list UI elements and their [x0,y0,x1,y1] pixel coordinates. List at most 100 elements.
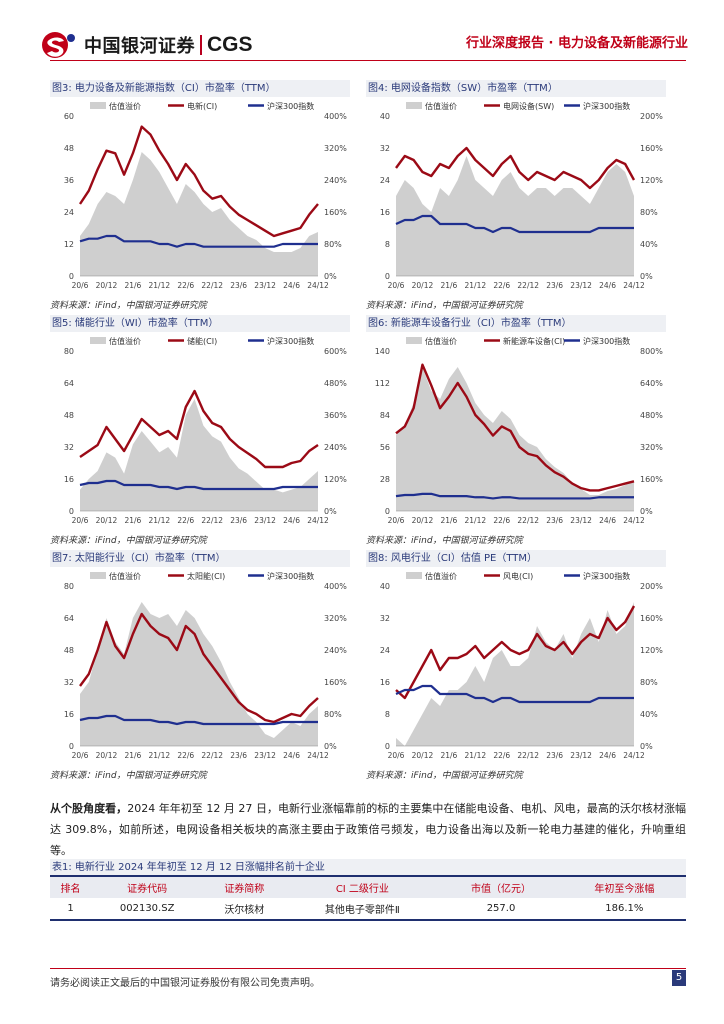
right-tick-label: 80% [324,710,342,719]
legend-label: 沪深300指数 [267,571,314,581]
sector-pe-line [78,125,319,238]
body-paragraph: 从个股角度看，2024 年年初至 12 月 27 日，电新行业涨幅靠前的标的主要… [50,798,686,861]
chart-plot: 估值溢价 电新(CI) 沪深300指数 60 48 36 24 12 0 400% 320% 240%… [64,101,347,290]
left-tick-label: 0 [69,272,74,281]
left-tick-label: 64 [64,614,74,623]
page-number: 5 [672,970,686,986]
x-tick-label: 22/6 [493,751,510,760]
x-tick-label: 23/12 [254,516,276,525]
brand-divider [200,35,202,55]
x-tick-label: 23/12 [254,751,276,760]
left-tick-label: 32 [380,144,390,153]
right-tick-label: 0% [640,507,653,516]
table-cell: 257.0 [439,898,563,921]
left-tick-label: 28 [380,475,390,484]
right-tick-label: 320% [324,614,347,623]
legend-label: 沪深300指数 [267,336,314,346]
left-tick-label: 32 [64,678,74,687]
x-tick-label: 21/12 [149,516,171,525]
right-tick-label: 120% [640,176,663,185]
chart-source: 资料来源：iFind，中国银河证券研究院 [366,771,523,781]
chart-block: 图3: 电力设备及新能源指数（CI）市盈率（TTM） 估值溢价 电新(CI) 沪深3… [50,80,350,312]
legend-label: 电新(CI) [187,101,217,111]
table-row: 1 002130.SZ 沃尔核材 其他电子零部件Ⅱ 257.0 186.1% [50,898,686,921]
report-title: 行业深度报告 · 电力设备及新能源行业 [466,36,688,51]
left-tick-label: 32 [380,614,390,623]
left-tick-label: 8 [385,240,390,249]
header-rule [50,60,686,61]
left-tick-label: 0 [385,272,390,281]
x-tick-label: 22/12 [517,281,539,290]
table-cell: 002130.SZ [91,898,204,921]
left-tick-label: 24 [64,208,74,217]
left-tick-label: 24 [380,176,390,185]
chart-title: 图8: 风电行业（CI）估值 PE（TTM） [366,550,666,567]
right-tick-label: 0% [640,272,653,281]
x-tick-label: 23/6 [230,751,247,760]
right-tick-label: 120% [640,646,663,655]
premium-area [80,602,318,746]
left-tick-label: 0 [385,507,390,516]
x-tick-label: 20/12 [96,751,118,760]
x-tick-label: 24/6 [599,516,616,525]
left-tick-label: 80 [64,347,74,356]
right-tick-label: 480% [640,411,663,420]
x-tick-label: 20/6 [72,751,89,760]
x-tick-label: 22/12 [201,516,223,525]
left-tick-label: 16 [64,475,74,484]
x-tick-label: 20/12 [412,281,434,290]
x-tick-label: 20/6 [388,751,405,760]
x-tick-label: 20/6 [388,281,405,290]
chart-plot: 估值溢价 太阳能(CI) 沪深300指数 80 64 48 32 16 0 400% 320% 240… [64,571,347,760]
left-tick-label: 140 [375,347,390,356]
legend-label: 估值溢价 [425,336,457,346]
legend-label: 电网设备(SW) [503,101,554,111]
left-tick-label: 16 [64,710,74,719]
legend-label: 估值溢价 [109,336,141,346]
chart-block: 图8: 风电行业（CI）估值 PE（TTM） 估值溢价 风电(CI) 沪深300指数… [366,550,666,782]
x-tick-label: 22/6 [177,516,194,525]
x-tick-label: 24/12 [307,751,329,760]
chart-plot: 估值溢价 风电(CI) 沪深300指数 40 32 24 16 8 0 200% 160% 120% 8… [380,571,663,760]
left-tick-label: 32 [64,443,74,452]
chart-plot: 估值溢价 新能源车设备(CI) 沪深300指数 140 112 84 56 28 0 800% 64… [375,336,664,525]
table-header-cell: 市值（亿元） [439,875,563,898]
chart-title: 图4: 电网设备指数（SW）市盈率（TTM） [366,80,666,97]
table-header-cell: 证券简称 [203,875,286,898]
x-tick-label: 22/12 [201,751,223,760]
x-tick-label: 23/6 [230,281,247,290]
legend-label: 太阳能(CI) [187,571,225,581]
x-tick-label: 20/12 [96,516,118,525]
footer-rule [50,968,686,969]
brand-name-en: CGS [207,33,253,56]
x-tick-label: 20/6 [72,281,89,290]
left-tick-label: 0 [69,507,74,516]
right-tick-label: 320% [324,144,347,153]
page-header: 中国银河证券 CGS 行业深度报告 · 电力设备及新能源行业 [0,0,724,70]
x-tick-label: 21/6 [440,281,457,290]
chart-title: 图7: 太阳能行业（CI）市盈率（TTM） [50,550,350,567]
left-tick-label: 16 [380,208,390,217]
legend-swatch [406,572,422,579]
left-tick-label: 84 [380,411,390,420]
legend-swatch [90,337,106,344]
x-tick-label: 24/6 [283,281,300,290]
x-tick-label: 22/12 [517,751,539,760]
legend-label: 风电(CI) [503,571,533,581]
table-cell: 沃尔核材 [203,898,286,921]
x-tick-label: 22/6 [493,516,510,525]
chart-title: 图6: 新能源车设备行业（CI）市盈率（TTM） [366,315,666,332]
chart-block: 图4: 电网设备指数（SW）市盈率（TTM） 估值溢价 电网设备(SW) 沪深300… [366,80,666,312]
table-cell: 其他电子零部件Ⅱ [285,898,440,921]
chart-source: 资料来源：iFind，中国银河证券研究院 [50,536,207,546]
right-tick-label: 640% [640,379,663,388]
sector-pe-line [395,363,635,492]
x-tick-label: 22/12 [201,281,223,290]
x-tick-label: 20/6 [72,516,89,525]
right-tick-label: 0% [324,742,337,751]
table-header-row: 排名 证券代码 证券简称 CI 二级行业 市值（亿元） 年初至今涨幅 [50,875,686,898]
x-tick-label: 22/6 [177,281,194,290]
hs300-pe-line [79,479,318,491]
right-tick-label: 200% [640,112,663,121]
x-tick-label: 24/6 [283,751,300,760]
